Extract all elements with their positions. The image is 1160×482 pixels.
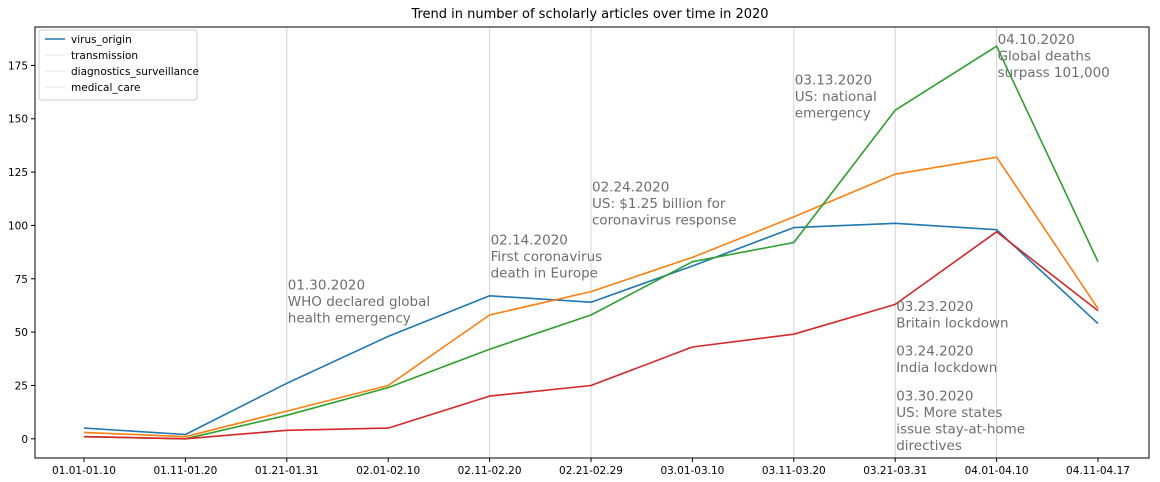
y-tick-label: 25 <box>15 380 28 392</box>
plot-area: 0 25 50 75 100 125 150 175 01.01-01.10 01.11-01.2… <box>8 26 1150 477</box>
annotation-line: coronavirus response <box>592 212 737 228</box>
annotation-line: 03.24.2020 <box>896 344 973 360</box>
y-tick-label: 100 <box>8 220 28 232</box>
annotation-line: directives <box>896 438 962 454</box>
y-tick-label: 150 <box>8 114 28 126</box>
x-tick-label: 01.01-01.10 <box>52 465 116 477</box>
annotation-line: 01.30.2020 <box>288 277 365 293</box>
x-tick-label: 04.11-04.17 <box>1066 465 1130 477</box>
annotation-line: WHO declared global <box>288 294 430 310</box>
legend-label-virus_origin: virus_origin <box>71 34 132 46</box>
x-tick-label: 02.01-02.10 <box>356 465 420 477</box>
y-tick-label: 0 <box>21 434 28 446</box>
annotation-line: First coronavirus <box>491 249 603 265</box>
annotation-line: India lockdown <box>896 360 997 376</box>
annotation-line: 04.10.2020 <box>998 32 1075 48</box>
y-tick-label: 125 <box>8 167 28 179</box>
annotation-line: Britain lockdown <box>896 315 1008 331</box>
annotation-line: Global deaths <box>998 49 1091 65</box>
annotation-line: US: national <box>795 89 877 105</box>
annotation-line: US: $1.25 billion for <box>592 196 726 212</box>
annotation-line: 03.23.2020 <box>896 299 973 315</box>
annotation: 03.24.2020 India lockdown <box>896 344 997 377</box>
x-tick-label: 03.01-03.10 <box>660 465 724 477</box>
annotation-line: 03.30.2020 <box>896 388 973 404</box>
annotation-line: death in Europe <box>491 266 598 282</box>
annotation: 03.30.2020 US: More states issue stay-at-h… <box>896 388 1025 454</box>
axes-frame <box>34 26 1150 459</box>
y-tick-label: 175 <box>8 60 28 72</box>
annotation-line: surpass 101,000 <box>998 65 1110 81</box>
chart-title: Trend in number of scholarly articles ov… <box>410 7 768 22</box>
x-tick-label: 01.11-01.20 <box>153 465 217 477</box>
annotation: 03.23.2020 Britain lockdown <box>896 299 1008 332</box>
annotation-line: US: More states <box>896 405 1002 421</box>
annotation: 02.24.2020 US: $1.25 billion for coronavir… <box>592 179 737 228</box>
y-tick-label: 75 <box>15 274 28 286</box>
annotation: 03.13.2020 US: national emergency <box>795 73 877 122</box>
annotation-line: issue stay-at-home <box>896 421 1025 437</box>
legend-label-diagnostics_surveillance: diagnostics_surveillance <box>71 66 199 78</box>
legend-label-medical_care: medical_care <box>71 82 140 94</box>
x-tick-label: 01.21-01.31 <box>255 465 319 477</box>
x-tick-label: 04.01-04.10 <box>965 465 1029 477</box>
x-tick-label: 03.11-03.20 <box>762 465 826 477</box>
x-tick-label: 02.21-02.29 <box>559 465 623 477</box>
annotation: 02.14.2020 First coronavirus death in Euro… <box>491 233 603 282</box>
x-tick-label: 02.11-02.20 <box>458 465 522 477</box>
annotation-line: health emergency <box>288 310 411 326</box>
legend-label-transmission: transmission <box>71 50 138 62</box>
annotation-line: emergency <box>795 106 871 122</box>
x-tick-label: 03.21-03.31 <box>863 465 927 477</box>
y-tick-label: 50 <box>15 327 28 339</box>
annotation: 01.30.2020 WHO declared global health emer… <box>288 277 430 326</box>
legend <box>38 29 198 101</box>
annotation-line: 02.24.2020 <box>592 179 669 195</box>
annotation-line: 02.14.2020 <box>491 233 568 249</box>
annotation-line: 03.13.2020 <box>795 73 872 89</box>
annotation: 04.10.2020 Global deaths surpass 101,000 <box>998 32 1110 81</box>
